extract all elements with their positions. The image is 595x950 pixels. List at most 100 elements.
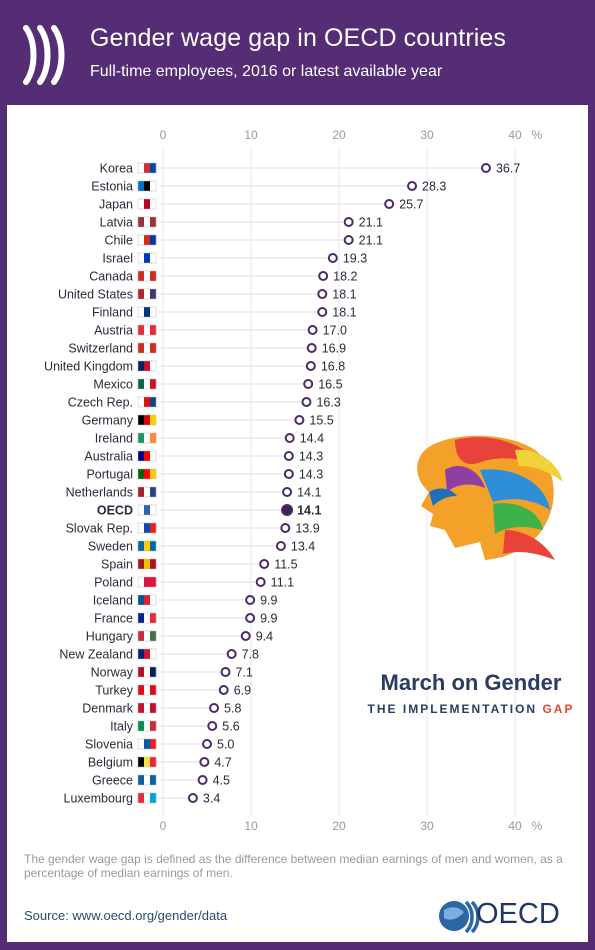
country-label: Switzerland xyxy=(68,342,133,356)
flag-icon xyxy=(137,792,157,804)
country-label: Austria xyxy=(94,324,133,338)
bottom-tick-label: 0 xyxy=(160,819,167,833)
flag-icon xyxy=(137,234,157,246)
data-point xyxy=(245,595,256,605)
country-label: Luxembourg xyxy=(64,792,134,806)
data-point xyxy=(275,541,286,551)
data-point xyxy=(283,451,294,461)
data-point xyxy=(384,199,395,209)
value-label: 19.3 xyxy=(343,252,367,266)
flag-icon xyxy=(137,306,157,318)
flag-icon xyxy=(137,504,157,516)
flag-icon xyxy=(137,252,157,264)
country-label: France xyxy=(94,612,133,626)
data-point xyxy=(202,739,212,749)
value-label: 14.3 xyxy=(299,450,323,464)
flag-icon xyxy=(137,216,157,228)
value-label: 5.8 xyxy=(224,702,241,716)
data-point xyxy=(480,163,491,173)
data-point xyxy=(282,487,293,497)
flag-icon xyxy=(137,360,157,372)
top-tick-label: 30 xyxy=(420,128,434,142)
value-label: 16.3 xyxy=(316,396,340,410)
oecd-logo-text: OECD xyxy=(476,898,560,930)
flag-icon xyxy=(137,630,157,642)
header: Gender wage gap in OECD countries Full-t… xyxy=(0,0,595,105)
flag-icon xyxy=(137,324,157,336)
country-label: Finland xyxy=(92,306,133,320)
brand-tagline-part1: THE IMPLEMENTATION xyxy=(367,702,543,716)
country-label: Latvia xyxy=(100,216,133,230)
value-label: 14.4 xyxy=(300,432,324,446)
value-label: 11.5 xyxy=(274,558,297,572)
data-point xyxy=(207,721,218,731)
country-label: Belgium xyxy=(88,756,133,770)
flag-icon xyxy=(137,612,157,624)
data-point xyxy=(307,325,318,335)
country-label: OECD xyxy=(97,504,133,518)
country-label: Greece xyxy=(92,774,133,788)
flag-icon xyxy=(137,288,157,300)
chart-panel: 0 10 20 30 40% 0 10 20 30 40% Korea 36.7 Estonia 28.3… xyxy=(7,105,588,942)
brand-title: March on Gender xyxy=(380,670,562,695)
flag-icon xyxy=(137,162,157,174)
data-point xyxy=(280,523,291,533)
page-subtitle: Full-time employees, 2016 or latest avai… xyxy=(90,63,443,80)
country-label: Spain xyxy=(101,558,133,572)
country-label: Iceland xyxy=(93,594,133,608)
value-label: 3.4 xyxy=(203,792,220,806)
data-point xyxy=(327,253,338,263)
country-label: Japan xyxy=(99,198,133,212)
flag-icon xyxy=(137,450,157,462)
value-label: 11.1 xyxy=(271,576,294,590)
source-link[interactable]: Source: www.oecd.org/gender/data xyxy=(24,908,228,923)
flag-icon xyxy=(137,468,157,480)
value-label: 14.1 xyxy=(297,504,321,518)
flag-icon xyxy=(137,774,157,786)
flag-icon xyxy=(137,702,157,714)
flag-icon xyxy=(137,396,157,408)
flag-icon xyxy=(137,540,157,552)
data-point xyxy=(305,361,316,371)
country-label: Israel xyxy=(102,252,133,266)
flag-icon xyxy=(137,198,157,210)
flag-icon xyxy=(137,576,157,588)
brand-tagline: THE IMPLEMENTATION GAP xyxy=(355,702,587,716)
bottom-tick-label: 40 xyxy=(508,819,522,833)
value-label: 13.9 xyxy=(295,522,319,536)
data-point xyxy=(240,631,251,641)
oecd-logo-icon xyxy=(439,900,480,934)
country-label: Germany xyxy=(82,414,134,428)
data-point xyxy=(226,649,237,659)
data-point xyxy=(283,469,294,479)
value-label: 16.9 xyxy=(322,342,346,356)
flag-icon xyxy=(137,738,157,750)
flag-icon xyxy=(137,756,157,768)
flag-icon xyxy=(137,594,157,606)
wage-gap-chart: 0 10 20 30 40 % 0 10 20 30 40 % Korea 36.7 Estonia 28.3… xyxy=(44,128,543,833)
definition-note: The gender wage gap is defined as the di… xyxy=(24,852,563,880)
data-point xyxy=(318,271,329,281)
data-point xyxy=(343,217,354,227)
value-label: 18.1 xyxy=(332,288,356,302)
value-label: 28.3 xyxy=(422,180,446,194)
country-label: Korea xyxy=(100,162,133,176)
country-label: Poland xyxy=(94,576,133,590)
data-point xyxy=(407,181,418,191)
data-point xyxy=(301,397,312,407)
data-point xyxy=(317,289,328,299)
data-point xyxy=(199,757,210,767)
country-label: Slovenia xyxy=(85,738,133,752)
top-tick-label: 0 xyxy=(160,128,167,142)
country-label: Mexico xyxy=(93,378,133,392)
flag-icon xyxy=(137,666,157,678)
bottom-tick-label: 30 xyxy=(420,819,434,833)
top-tick-label: 40 xyxy=(508,128,522,142)
country-label: New Zealand xyxy=(59,648,133,662)
oecd-chevron-icon xyxy=(23,25,65,85)
value-label: 7.8 xyxy=(242,648,259,662)
country-label: Slovak Rep. xyxy=(66,522,133,536)
data-point xyxy=(209,703,220,713)
value-label: 17.0 xyxy=(323,324,347,338)
flag-icon xyxy=(137,342,157,354)
